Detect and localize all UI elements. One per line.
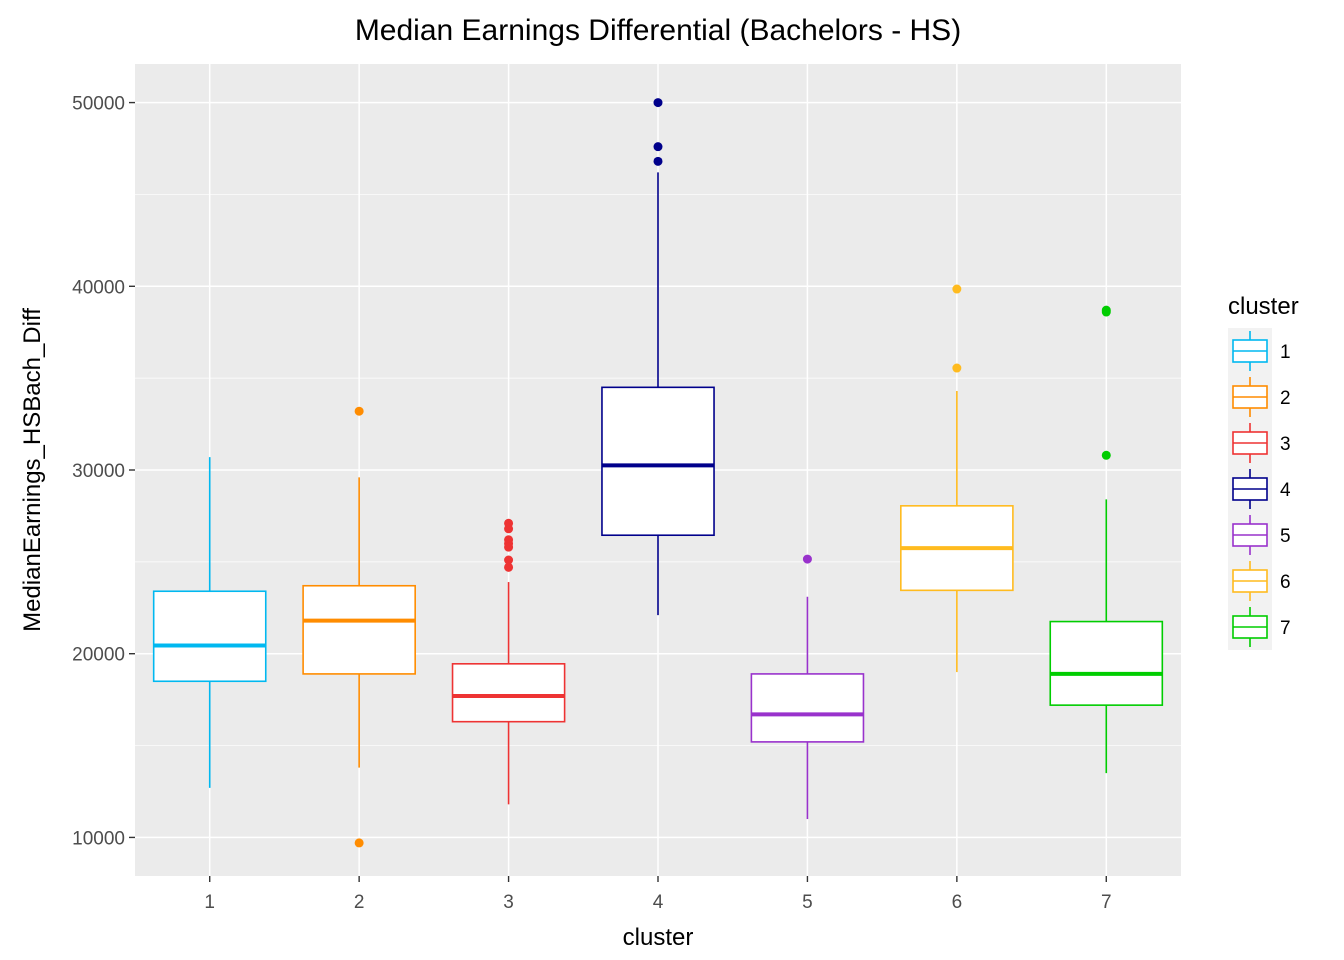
box — [1049, 620, 1164, 706]
box — [750, 673, 865, 743]
box-group-cluster-1 — [152, 457, 267, 788]
x-axis-title: cluster — [623, 924, 694, 951]
outlier-point — [504, 524, 514, 534]
outlier-point — [354, 838, 364, 848]
y-axis-title: MedianEarnings_HSBach_Diff — [19, 308, 46, 632]
legend: cluster 1 2 3 4 5 6 7 — [1228, 293, 1299, 650]
x-axis: 1 2 3 4 5 6 7 — [204, 876, 1112, 913]
legend-item-4: 4 — [1228, 466, 1291, 512]
outlier-point — [354, 406, 364, 416]
box — [601, 386, 715, 537]
box-group-cluster-2 — [302, 406, 416, 848]
x-tick-label: 4 — [653, 892, 664, 913]
legend-label: 6 — [1280, 572, 1291, 593]
x-tick-label: 5 — [802, 892, 813, 913]
outlier-point — [802, 554, 812, 564]
y-tick-label: 50000 — [72, 94, 125, 115]
outlier-point — [504, 562, 514, 572]
legend-label: 7 — [1280, 618, 1291, 639]
outlier-point — [653, 98, 663, 108]
outlier-point — [952, 284, 962, 294]
box-group-cluster-4 — [601, 98, 715, 616]
outlier-point — [1101, 305, 1111, 315]
y-tick-label: 30000 — [72, 461, 125, 482]
boxes — [152, 98, 1164, 848]
legend-label: 3 — [1280, 434, 1291, 455]
outlier-point — [653, 156, 663, 166]
legend-item-5: 5 — [1228, 512, 1291, 558]
legend-label: 1 — [1280, 342, 1291, 363]
legend-item-3: 3 — [1228, 420, 1291, 466]
box — [302, 584, 416, 675]
legend-item-2: 2 — [1228, 374, 1291, 420]
box-group-cluster-6 — [900, 284, 1014, 673]
x-tick-label: 2 — [354, 892, 365, 913]
legend-label: 5 — [1280, 526, 1291, 547]
x-tick-label: 3 — [503, 892, 514, 913]
outlier-point — [952, 363, 962, 373]
legend-item-7: 7 — [1228, 604, 1291, 650]
y-axis: 10000 20000 30000 40000 50000 — [72, 94, 135, 849]
outlier-point — [504, 555, 514, 565]
legend-title: cluster — [1228, 293, 1299, 320]
legend-label: 2 — [1280, 388, 1291, 409]
y-tick-label: 20000 — [72, 645, 125, 666]
box — [152, 590, 267, 683]
box — [451, 663, 566, 723]
outlier-point — [504, 542, 514, 552]
box-group-cluster-7 — [1049, 305, 1164, 774]
y-tick-label: 10000 — [72, 828, 125, 849]
legend-label: 4 — [1280, 480, 1291, 501]
x-tick-label: 7 — [1101, 892, 1112, 913]
legend-item-6: 6 — [1228, 558, 1291, 604]
chart-title: Median Earnings Differential (Bachelors … — [355, 14, 961, 47]
legend-item-1: 1 — [1228, 328, 1291, 374]
y-tick-label: 40000 — [72, 277, 125, 298]
outlier-point — [1101, 450, 1111, 460]
x-tick-label: 6 — [952, 892, 963, 913]
outlier-point — [653, 142, 663, 152]
box-group-cluster-5 — [750, 554, 865, 820]
x-tick-label: 1 — [204, 892, 215, 913]
box-group-cluster-3 — [451, 518, 566, 805]
